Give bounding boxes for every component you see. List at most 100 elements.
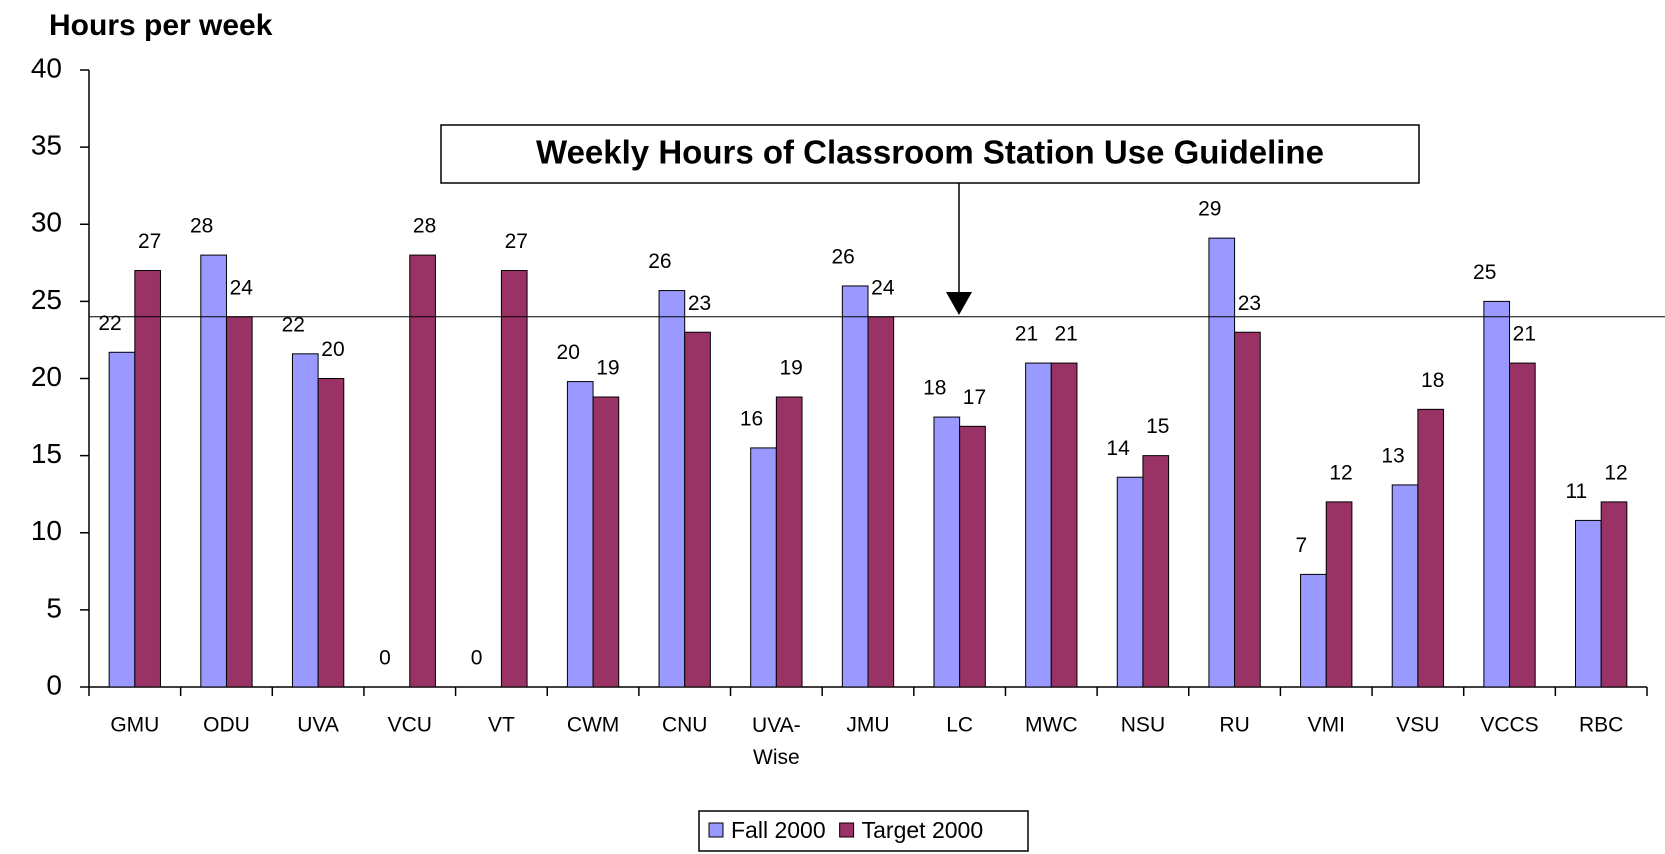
x-tick-label: VT	[488, 714, 515, 737]
value-label: 20	[557, 341, 580, 364]
bar	[959, 425, 986, 688]
x-tick-label: RU	[1219, 714, 1249, 737]
legend-box	[698, 810, 1029, 852]
value-label: 20	[321, 338, 344, 361]
bar	[409, 254, 436, 688]
x-tick-label: GMU	[110, 714, 159, 737]
value-label: 23	[688, 292, 711, 315]
arrow-head	[946, 292, 972, 315]
bar	[1300, 573, 1327, 688]
value-label: 11	[1565, 480, 1587, 503]
x-tick-label: VSU	[1396, 714, 1439, 737]
bar	[1208, 237, 1236, 688]
value-label: 23	[1238, 292, 1261, 315]
x-tick-label: VCU	[388, 714, 432, 737]
value-label: 19	[596, 357, 619, 380]
y-tick-label: 30	[31, 207, 62, 238]
bar	[225, 316, 253, 688]
bar	[1483, 300, 1511, 688]
bar	[1600, 501, 1628, 688]
x-tick-label: CNU	[662, 714, 708, 737]
x-tick-label: VCCS	[1480, 714, 1538, 737]
value-label: 25	[1473, 261, 1496, 284]
bar	[500, 270, 528, 688]
value-label: 27	[505, 230, 528, 253]
value-label: 21	[1054, 323, 1077, 346]
x-tick-label: VMI	[1308, 714, 1345, 737]
bar	[1509, 362, 1536, 688]
bar	[1575, 519, 1602, 688]
bar	[200, 254, 227, 688]
annotation: Weekly Hours of Classroom Station Use Gu…	[536, 134, 1324, 171]
value-label: 14	[1106, 437, 1130, 460]
bar	[1391, 484, 1419, 688]
value-label: 12	[1329, 461, 1352, 484]
value-label: 28	[413, 215, 436, 238]
x-tick-label: RBC	[1579, 714, 1623, 737]
value-label: 22	[282, 313, 305, 336]
y-axis-title: Hours per week	[49, 9, 273, 42]
bar	[566, 381, 594, 688]
x-tick-label: UVA	[297, 714, 339, 737]
value-label: 0	[471, 647, 483, 670]
y-tick-label: 5	[46, 592, 62, 623]
y-tick-label: 35	[31, 130, 62, 161]
value-label: 17	[963, 386, 986, 409]
x-tick-label: MWC	[1025, 714, 1077, 737]
value-label: 28	[190, 215, 213, 238]
bar	[317, 378, 345, 688]
bar	[658, 290, 686, 688]
bar	[1025, 362, 1052, 688]
legend-swatch	[839, 822, 855, 838]
value-label: 16	[740, 407, 763, 430]
bar	[841, 285, 869, 688]
bar	[592, 396, 620, 688]
x-tick-label: NSU	[1121, 714, 1165, 737]
legend-label: Target 2000	[862, 817, 983, 843]
value-label: 7	[1296, 534, 1308, 557]
y-tick-label: 20	[31, 361, 62, 392]
bar	[1234, 331, 1261, 688]
y-tick-label: 15	[31, 438, 62, 469]
annotation-box	[440, 124, 1420, 184]
value-label: 18	[923, 377, 946, 400]
x-tick-label: JMU	[846, 714, 889, 737]
y-tick-label: 40	[31, 52, 62, 83]
bar	[933, 416, 961, 688]
value-label: 24	[871, 276, 895, 299]
bar	[1116, 476, 1144, 688]
y-tick-label: 10	[31, 515, 62, 546]
legend-swatch	[708, 822, 724, 838]
bar	[684, 331, 711, 688]
value-label: 26	[648, 250, 671, 273]
y-tick-label: 25	[31, 284, 62, 315]
value-label: 26	[831, 245, 854, 268]
value-label: 19	[780, 357, 803, 380]
bar	[1417, 408, 1445, 688]
x-tick-label: LC	[946, 714, 973, 737]
x-tick-label: UVA-Wise	[752, 714, 801, 769]
value-label: 18	[1421, 369, 1444, 392]
bar	[108, 351, 136, 688]
value-label: 29	[1198, 198, 1221, 221]
y-tick-label: 0	[46, 669, 62, 700]
legend-label: Fall 2000	[731, 817, 826, 843]
value-label: 12	[1604, 461, 1627, 484]
value-label: 27	[138, 230, 161, 253]
bar	[134, 270, 161, 688]
bar	[750, 447, 777, 688]
value-label: 24	[230, 276, 254, 299]
value-label: 22	[98, 312, 121, 335]
bar	[1050, 362, 1078, 688]
value-label: 0	[379, 647, 391, 670]
value-label: 15	[1146, 415, 1169, 438]
value-label: 21	[1513, 323, 1536, 346]
bar	[1142, 455, 1170, 688]
bar	[1325, 501, 1353, 688]
x-tick-label: CWM	[567, 714, 619, 737]
value-label: 13	[1381, 444, 1404, 467]
value-label: 21	[1015, 323, 1038, 346]
bar	[775, 396, 803, 688]
bar	[867, 316, 895, 688]
